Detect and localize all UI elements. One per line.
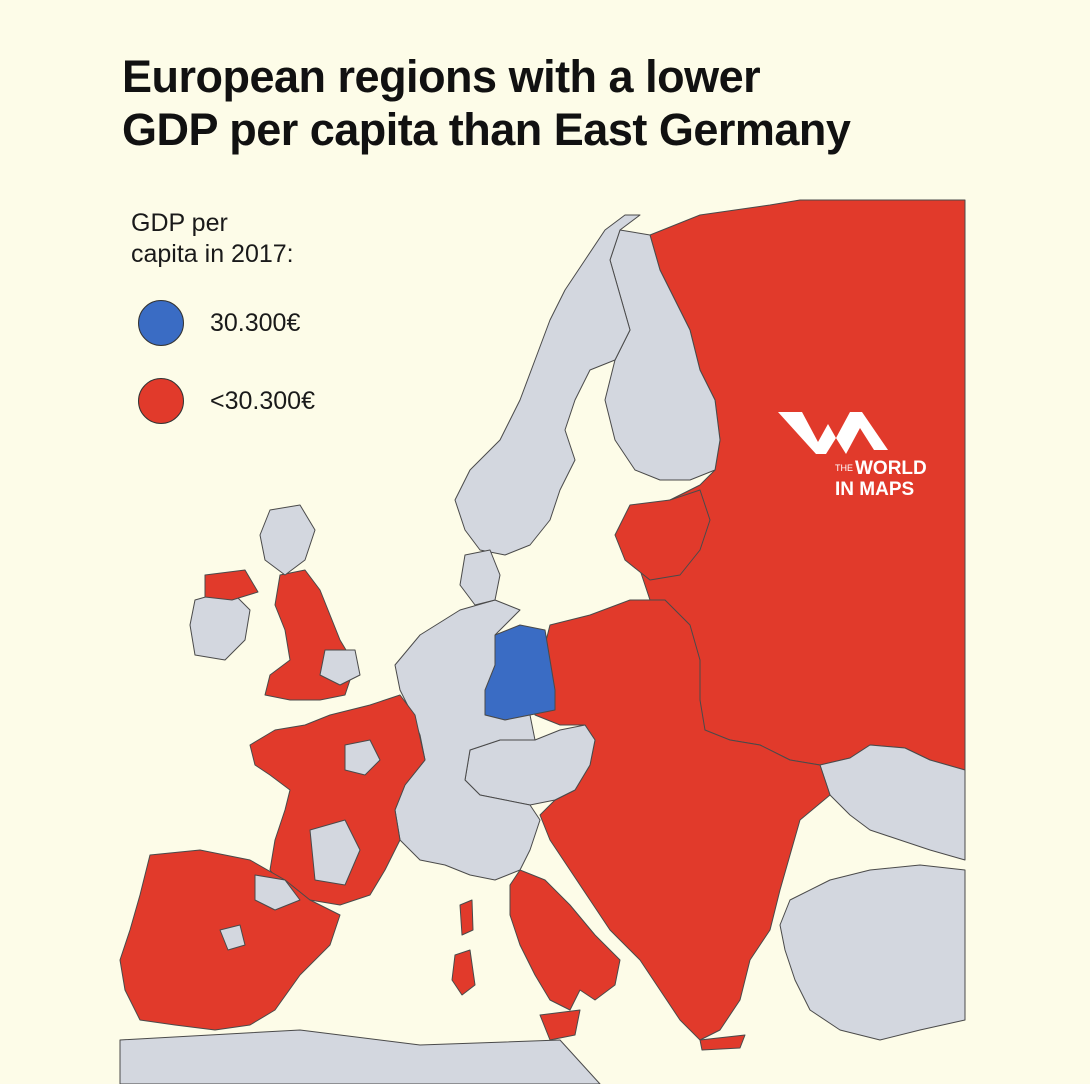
- legend-heading-line-1: GDP per: [131, 209, 228, 237]
- world-in-maps-logo-icon: [778, 412, 888, 454]
- region-caucasus: [819, 744, 966, 861]
- region-corsica: [459, 899, 474, 936]
- logo-word-world: WORLD: [855, 458, 927, 479]
- region-london: [319, 649, 361, 686]
- region-northeast-spain: [254, 874, 301, 911]
- region-madrid: [219, 924, 246, 951]
- legend-heading: GDP per capita in 2017:: [131, 208, 294, 270]
- logo-the: THE: [835, 463, 853, 473]
- page-title: European regions with a lower GDP per ca…: [122, 50, 851, 156]
- title-line-2: GDP per capita than East Germany: [122, 104, 851, 155]
- region-northern-ireland: [204, 569, 259, 601]
- region-ireland: [189, 589, 251, 661]
- legend-swatch-blue: [138, 300, 184, 346]
- logo-word-in-maps: IN MAPS: [835, 479, 915, 500]
- region-sardinia: [451, 949, 476, 996]
- region-scotland: [259, 504, 316, 576]
- title-line-1: European regions with a lower: [122, 51, 761, 102]
- region-north-africa: [119, 1029, 601, 1084]
- region-denmark: [459, 549, 501, 606]
- legend-label-below: <30.300€: [210, 386, 315, 415]
- logo-wordmark: THE WORLD IN MAPS: [835, 458, 927, 500]
- region-baltics: [614, 489, 711, 581]
- region-crete: [699, 1034, 746, 1051]
- region-scandinavia: [454, 214, 641, 556]
- region-sicily: [539, 1009, 581, 1041]
- region-paris: [344, 739, 381, 776]
- region-lyon: [309, 819, 361, 886]
- legend-item-below: <30.300€: [138, 378, 315, 424]
- region-turkey: [779, 864, 966, 1041]
- legend-heading-line-2: capita in 2017:: [131, 240, 294, 268]
- legend-swatch-red: [138, 378, 184, 424]
- region-italy-south: [509, 869, 621, 1011]
- legend-item-equal: 30.300€: [138, 300, 300, 346]
- legend-label-equal: 30.300€: [210, 308, 301, 337]
